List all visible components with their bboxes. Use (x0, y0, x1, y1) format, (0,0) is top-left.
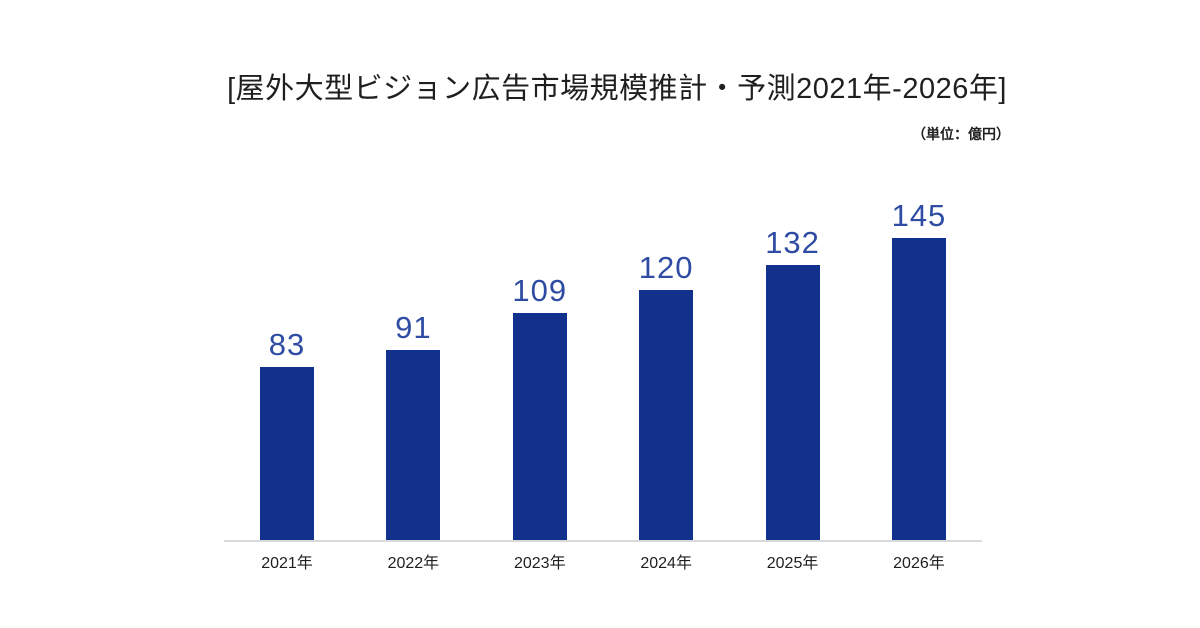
bar (891, 238, 946, 540)
bar-group: 91 (350, 311, 476, 540)
bar (386, 350, 441, 540)
x-axis-label: 2026年 (893, 555, 945, 572)
chart-title: [屋外大型ビジョン広告市場規模推計・予測2021年-2026年] (227, 73, 1007, 105)
bar (512, 313, 567, 540)
unit-note: （単位：億円） (912, 126, 1010, 142)
x-axis-label: 2024年 (640, 555, 692, 572)
bar-value-label: 91 (395, 310, 432, 345)
bar (639, 290, 694, 540)
bar-chart: [屋外大型ビジョン広告市場規模推計・予測2021年-2026年] （単位：億円）… (224, 70, 1010, 573)
bar-group: 145 (856, 199, 982, 540)
plot-wrap: 83 91 109 120 132 145 2021年 2022年 2023年 2024年 202… (224, 197, 982, 573)
bar-value-label: 120 (638, 250, 694, 285)
plot-area: 83 91 109 120 132 145 (224, 197, 982, 542)
bar-value-label: 83 (268, 327, 306, 362)
bar-group: 83 (224, 328, 350, 540)
bar-value-label: 145 (891, 198, 947, 233)
x-axis: 2021年 2022年 2023年 2024年 2025年 2026年 (224, 549, 982, 573)
bar-group: 109 (477, 274, 603, 540)
x-axis-label: 2021年 (261, 555, 313, 572)
bar-group: 120 (603, 251, 729, 540)
bar (765, 265, 820, 540)
bar-value-label: 132 (765, 225, 820, 260)
x-axis-label: 2022年 (387, 555, 440, 572)
bar-value-label: 109 (512, 273, 568, 308)
bar-group: 132 (730, 226, 856, 540)
x-axis-label: 2023年 (513, 555, 566, 572)
x-axis-label: 2025年 (766, 555, 819, 572)
bar (260, 367, 314, 540)
